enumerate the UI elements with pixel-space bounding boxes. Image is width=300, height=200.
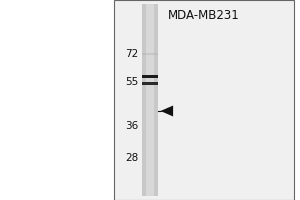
Text: MDA-MB231: MDA-MB231 bbox=[168, 9, 240, 22]
Text: 36: 36 bbox=[125, 121, 138, 131]
Bar bbox=[146, 4, 154, 196]
Text: 28: 28 bbox=[125, 153, 138, 163]
Text: 55: 55 bbox=[125, 77, 138, 87]
Bar bbox=[142, 4, 158, 196]
Text: 72: 72 bbox=[125, 49, 138, 59]
Bar bbox=[142, 82, 158, 85]
Bar bbox=[142, 75, 158, 78]
Bar bbox=[114, 0, 294, 200]
Polygon shape bbox=[160, 106, 173, 116]
Bar bbox=[142, 53, 158, 55]
